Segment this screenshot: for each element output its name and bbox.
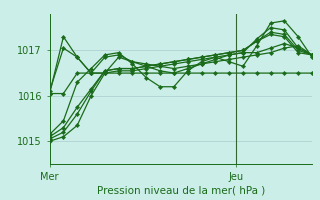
X-axis label: Pression niveau de la mer( hPa ): Pression niveau de la mer( hPa ) — [97, 186, 265, 196]
